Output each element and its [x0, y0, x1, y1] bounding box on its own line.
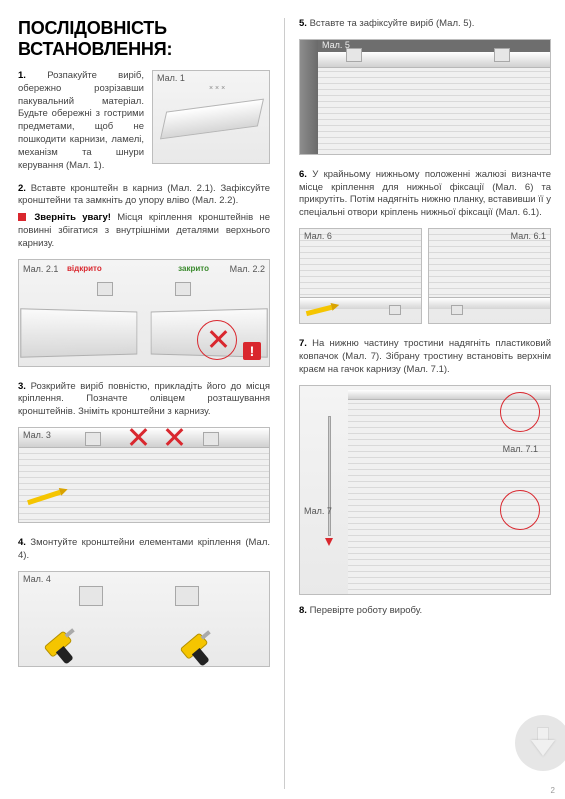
figure-3-label: Мал. 3 — [23, 430, 51, 440]
figure-3: Мал. 3 — [18, 427, 270, 523]
step-3-text: 3. Розкрийте виріб повністю, прикладіть … — [18, 381, 270, 419]
figure-6-1-label: Мал. 6.1 — [511, 231, 546, 241]
step-2-warn-bold: Зверніть увагу! — [34, 212, 111, 223]
fig1-rail — [160, 99, 264, 140]
step-3-num: 3. — [18, 381, 26, 392]
fig7-callout-top — [500, 392, 540, 432]
column-divider — [284, 18, 285, 789]
step-2-num: 2. — [18, 183, 26, 194]
figure-6-label: Мал. 6 — [304, 231, 332, 241]
step-4-text: 4. Змонтуйте кронштейни елементами кріпл… — [18, 537, 270, 563]
fig2-rail-left — [20, 308, 137, 358]
step-5-body: Вставте та зафіксуйте виріб (Мал. 5). — [310, 18, 475, 29]
step-1-body: Розпакуйте виріб, обережно розрізавши па… — [18, 70, 144, 171]
fig61-clip — [451, 305, 463, 315]
wand-icon — [328, 416, 331, 536]
figure-5: Мал. 5 — [299, 39, 551, 155]
instruction-page: ПОСЛІДОВНІСТЬ ВСТАНОВЛЕННЯ: 1. Розпакуйт… — [0, 0, 565, 799]
figure-6-row: Мал. 6 Мал. 6.1 — [299, 228, 551, 324]
step-7-body: На нижню частину тростини надягніть плас… — [299, 338, 551, 375]
figure-6-1: Мал. 6.1 — [428, 228, 551, 324]
step-6-num: 6. — [299, 169, 307, 180]
bracket-open-icon — [97, 282, 113, 296]
figure-7: Мал. 7 Мал. 7.1 — [299, 385, 551, 595]
figure-7-label: Мал. 7 — [304, 506, 332, 516]
figure-4: Мал. 4 — [18, 571, 270, 667]
step-5-num: 5. — [299, 18, 307, 29]
page-title: ПОСЛІДОВНІСТЬ ВСТАНОВЛЕННЯ: — [18, 18, 270, 60]
fig3-bracket-l — [85, 432, 101, 446]
fig3-bracket-r — [203, 432, 219, 446]
step-4-body: Змонтуйте кронштейни елементами кріпленн… — [18, 537, 270, 561]
step-8-body: Перевірте роботу виробу. — [310, 605, 423, 616]
left-column: ПОСЛІДОВНІСТЬ ВСТАНОВЛЕННЯ: 1. Розпакуйт… — [18, 18, 270, 789]
step-8-text: 8. Перевірте роботу виробу. — [299, 605, 551, 618]
fig7-callout-bot — [500, 490, 540, 530]
step-1-text: 1. Розпакуйте виріб, обережно розрізавши… — [18, 70, 144, 173]
step-3-body: Розкрийте виріб повністю, прикладіть йог… — [18, 381, 270, 418]
step-7-num: 7. — [299, 338, 307, 349]
step-1-num: 1. — [18, 70, 26, 81]
figure-1: Мал. 1 × × × — [152, 70, 270, 164]
figure-2: Мал. 2.1 Мал. 2.2 відкрито закрито ! — [18, 259, 270, 367]
alert-badge-icon: ! — [243, 342, 261, 360]
figure-2-1-label: Мал. 2.1 — [23, 264, 58, 274]
state-open-label: відкрито — [67, 264, 102, 273]
fig1-screws: × × × — [209, 85, 225, 92]
warning-marker-icon — [18, 213, 26, 221]
state-closed-label: закрито — [178, 264, 209, 273]
step-5-text: 5. Вставте та зафіксуйте виріб (Мал. 5). — [299, 18, 551, 31]
right-column: 5. Вставте та зафіксуйте виріб (Мал. 5).… — [299, 18, 551, 789]
fig3-redx-l — [129, 428, 147, 446]
step-2-warning: Зверніть увагу! Місця кріплення кронштей… — [18, 212, 270, 250]
step-6-body: У крайньому нижньому положенні жалюзі ви… — [299, 169, 551, 218]
step-2-text: 2. Вставте кронштейн в карниз (Мал. 2.1)… — [18, 183, 270, 209]
bracket-closed-icon — [175, 282, 191, 296]
drill-icon-right — [180, 626, 227, 667]
fig4-bracket-a — [79, 586, 103, 606]
fig5-bracket-r — [494, 48, 510, 62]
fig5-bracket-l — [346, 48, 362, 62]
page-number: 2 — [551, 786, 555, 795]
step-7-text: 7. На нижню частину тростини надягніть п… — [299, 338, 551, 376]
fig61-bottom-rail — [429, 297, 550, 309]
step-8-num: 8. — [299, 605, 307, 616]
figure-1-label: Мал. 1 — [157, 73, 185, 83]
step-6-text: 6. У крайньому нижньому положенні жалюзі… — [299, 169, 551, 220]
figure-4-label: Мал. 4 — [23, 574, 51, 584]
wand-tip-icon — [325, 538, 333, 546]
figure-6: Мал. 6 — [299, 228, 422, 324]
figure-2-2-label: Мал. 2.2 — [230, 264, 265, 274]
fig5-blinds — [318, 66, 550, 154]
figure-7-1-label: Мал. 7.1 — [503, 444, 538, 454]
fig3-redx-r — [165, 428, 183, 446]
step-2-body: Вставте кронштейн в карниз (Мал. 2.1). З… — [18, 183, 270, 207]
fig5-frame — [300, 40, 318, 154]
step-1: 1. Розпакуйте виріб, обережно розрізавши… — [18, 70, 270, 173]
fig4-bracket-b — [175, 586, 199, 606]
fig6-clip — [389, 305, 401, 315]
fig3-blinds — [19, 448, 269, 522]
red-x-icon — [209, 330, 227, 348]
download-watermark-icon — [515, 715, 565, 771]
drill-icon-left — [44, 624, 91, 667]
step-4-num: 4. — [18, 537, 26, 548]
